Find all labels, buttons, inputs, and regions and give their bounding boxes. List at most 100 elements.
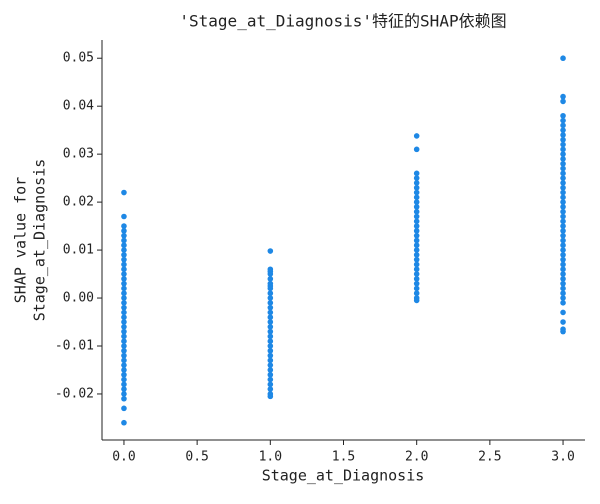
point bbox=[560, 223, 566, 229]
point bbox=[560, 117, 566, 124]
point bbox=[413, 271, 420, 277]
point bbox=[267, 393, 274, 400]
point bbox=[560, 309, 566, 316]
point bbox=[413, 204, 420, 210]
y-axis-label: Stage_at_Diagnosis bbox=[31, 159, 49, 322]
point bbox=[121, 290, 127, 297]
point bbox=[121, 357, 127, 364]
y-tick-label: 0.02 bbox=[63, 195, 94, 210]
point bbox=[413, 223, 420, 229]
point bbox=[267, 381, 274, 388]
point bbox=[560, 199, 566, 205]
point bbox=[413, 228, 420, 234]
point bbox=[560, 261, 566, 268]
point bbox=[267, 314, 274, 321]
point bbox=[413, 199, 420, 205]
point bbox=[121, 271, 127, 277]
point bbox=[560, 232, 566, 239]
point bbox=[413, 247, 420, 253]
point bbox=[121, 419, 127, 426]
point bbox=[560, 141, 566, 148]
point bbox=[267, 386, 274, 392]
point bbox=[267, 324, 274, 330]
x-axis-label: Stage_at_Diagnosis bbox=[262, 467, 425, 485]
point bbox=[121, 386, 127, 392]
y-tick-label: 0.04 bbox=[63, 99, 94, 114]
point bbox=[267, 362, 274, 368]
point bbox=[413, 242, 420, 249]
point bbox=[267, 300, 274, 306]
point bbox=[560, 285, 566, 292]
y-axis-label: SHAP value for bbox=[12, 177, 30, 303]
point bbox=[121, 391, 127, 397]
point bbox=[267, 276, 274, 282]
point bbox=[413, 290, 420, 297]
point bbox=[560, 208, 566, 215]
point bbox=[560, 170, 566, 177]
point bbox=[413, 237, 420, 244]
point bbox=[121, 319, 127, 325]
point bbox=[413, 276, 420, 282]
point bbox=[413, 280, 420, 287]
x-tick-label: 2.0 bbox=[405, 450, 428, 465]
x-tick-label: 3.0 bbox=[551, 450, 574, 465]
y-tick-label: 0.05 bbox=[63, 51, 94, 66]
point bbox=[121, 314, 127, 321]
point bbox=[121, 223, 127, 229]
x-tick-label: 0.5 bbox=[185, 450, 208, 465]
y-tick-label: 0.01 bbox=[63, 243, 94, 258]
point bbox=[413, 208, 420, 215]
point bbox=[413, 218, 420, 225]
point bbox=[560, 242, 566, 249]
y-tick-label: 0.00 bbox=[63, 291, 94, 306]
point bbox=[413, 175, 420, 181]
point bbox=[413, 189, 420, 196]
point bbox=[121, 266, 127, 273]
point bbox=[121, 347, 127, 354]
point bbox=[121, 256, 127, 263]
point bbox=[267, 333, 274, 340]
point bbox=[121, 381, 127, 388]
point bbox=[560, 160, 566, 167]
point bbox=[121, 309, 127, 316]
point bbox=[121, 237, 127, 244]
point bbox=[560, 290, 566, 297]
point bbox=[560, 295, 566, 301]
x-tick-label: 0.0 bbox=[112, 450, 135, 465]
point bbox=[560, 247, 566, 253]
point bbox=[121, 232, 127, 239]
point bbox=[560, 93, 566, 100]
point bbox=[413, 252, 420, 258]
point bbox=[267, 309, 274, 316]
point bbox=[560, 112, 566, 119]
point bbox=[413, 297, 420, 304]
point bbox=[267, 271, 274, 277]
point bbox=[121, 276, 127, 282]
point bbox=[560, 237, 566, 244]
point bbox=[121, 324, 127, 330]
point bbox=[121, 285, 127, 292]
point bbox=[121, 376, 127, 383]
y-tick-label: 0.03 bbox=[63, 147, 94, 162]
point bbox=[413, 213, 420, 220]
point bbox=[560, 271, 566, 277]
point bbox=[121, 280, 127, 287]
point bbox=[560, 194, 566, 201]
point bbox=[560, 228, 566, 234]
point bbox=[560, 218, 566, 225]
point bbox=[560, 98, 566, 105]
point bbox=[121, 405, 127, 412]
point bbox=[267, 304, 274, 311]
point bbox=[560, 189, 566, 196]
point bbox=[267, 367, 274, 373]
point bbox=[267, 295, 274, 301]
point bbox=[267, 352, 274, 359]
point bbox=[121, 261, 127, 268]
point bbox=[121, 189, 127, 196]
point bbox=[267, 343, 274, 349]
chart-title: 'Stage_at_Diagnosis'特征的SHAP依赖图 bbox=[179, 12, 506, 31]
point bbox=[121, 367, 127, 373]
point bbox=[560, 280, 566, 287]
point bbox=[413, 184, 420, 191]
